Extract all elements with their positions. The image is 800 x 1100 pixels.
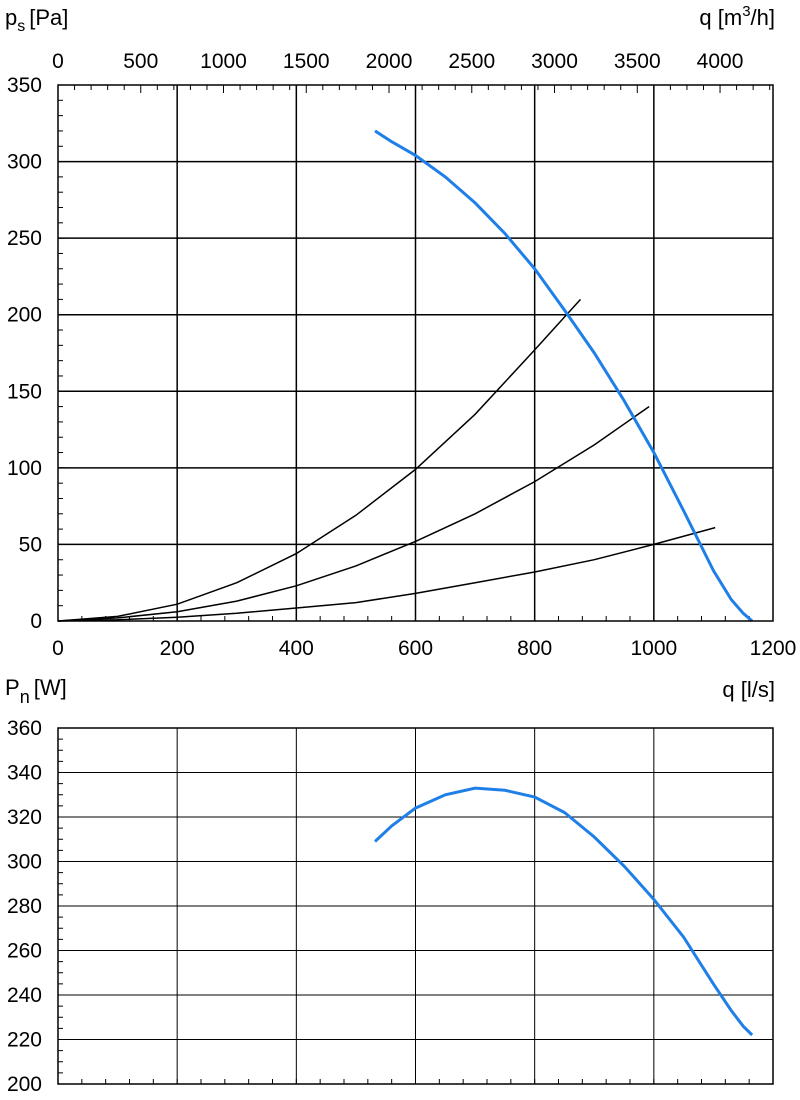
power-y-tick-label: 300 [7, 851, 42, 874]
flow-m3h-tick-label: 2000 [366, 50, 413, 73]
flow-ls-tick-label: 1200 [750, 637, 797, 660]
flow-ls-tick-label: 400 [279, 637, 314, 660]
flow-m3h-tick-label: 2500 [448, 50, 495, 73]
flow-ls-tick-label: 600 [398, 637, 433, 660]
system-curve [57, 405, 650, 622]
pressure-axis-label-main: p [5, 5, 17, 30]
pressure-y-tick-label: 300 [7, 151, 42, 174]
flow-m3h-tick-label: 0 [52, 50, 64, 73]
power-y-tick-label: 240 [7, 984, 42, 1007]
power-curve [373, 786, 754, 1037]
flow-m3h-axis-label-main: q [m [699, 5, 742, 30]
power-axis-label-unit: [W] [34, 675, 67, 700]
pressure-y-tick-label: 200 [7, 304, 42, 327]
power-y-tick-label: 340 [7, 762, 42, 785]
flow-m3h-tick-label: 1500 [283, 50, 330, 73]
power-y-tick-label: 360 [7, 717, 42, 740]
pressure-y-tick-label: 150 [7, 380, 42, 403]
power-axis-label-sub: n [20, 687, 30, 707]
power-y-tick-label: 220 [7, 1029, 42, 1052]
system-curve [57, 298, 582, 622]
power-y-tick-label: 260 [7, 940, 42, 963]
pressure-y-tick-label: 250 [7, 227, 42, 250]
flow-ls-tick-label: 1000 [630, 637, 677, 660]
flow-ls-tick-label: 800 [517, 637, 552, 660]
flow-m3h-tick-label: 3000 [531, 50, 578, 73]
system-curve [57, 526, 716, 622]
power-chart: Pn [W] q [l/s] 200 220 240 260 280 300 320 340 36… [5, 675, 775, 1096]
pressure-y-tick-label: 100 [7, 457, 42, 480]
power-plot-frame [57, 727, 774, 1085]
pressure-y-tick-label: 50 [19, 533, 42, 556]
flow-m3h-tick-label: 3500 [614, 50, 661, 73]
flow-ls-tick-label: 200 [160, 637, 195, 660]
power-axis-label-main: P [5, 675, 20, 700]
power-y-tick-label: 280 [7, 895, 42, 918]
flow-ls-tick-label: 0 [52, 637, 64, 660]
pressure-axis-label-sub: s [17, 18, 25, 35]
power-y-tick-label: 320 [7, 806, 42, 829]
flow-m3h-tick-label: 500 [123, 50, 158, 73]
pressure-axis-label-unit: [Pa] [29, 5, 68, 30]
power-y-tick-label: 200 [7, 1073, 42, 1095]
flow-m3h-axis-label-sup: 3 [742, 3, 750, 20]
flow-m3h-tick-label: 1000 [200, 50, 247, 73]
flow-m3h-axis-label-end: /h] [751, 5, 775, 30]
pressure-y-tick-label: 0 [30, 610, 42, 633]
pressure-axis-label: ps [Pa] [5, 5, 68, 35]
flow-ls-axis-label: q [l/s] [722, 677, 775, 702]
pressure-y-tick-label: 350 [7, 74, 42, 97]
pressure-plot-frame [57, 84, 774, 622]
power-axis-label: Pn [W] [5, 675, 67, 707]
flow-m3h-tick-label: 4000 [697, 50, 744, 73]
flow-m3h-axis-label: q [m3/h] [699, 3, 775, 30]
fan-pressure-curve [374, 129, 754, 623]
